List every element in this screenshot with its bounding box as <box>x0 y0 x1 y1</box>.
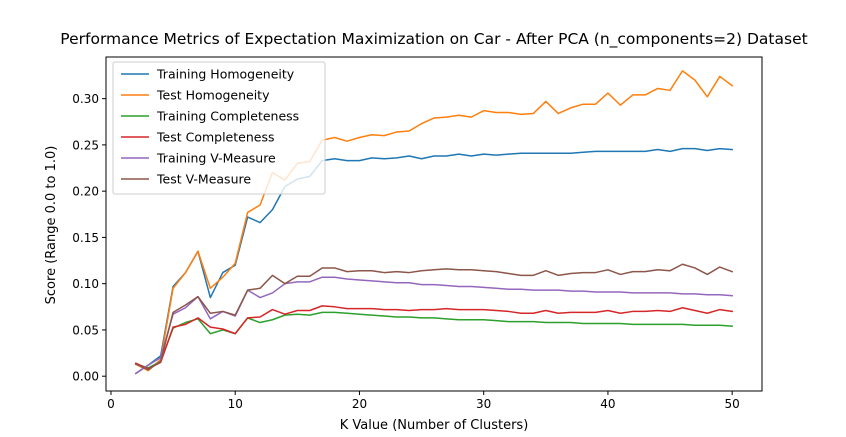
legend-label-training-v-measure: Training V-Measure <box>156 151 276 166</box>
legend-label-test-completeness: Test Completeness <box>156 130 274 145</box>
x-tick-label: 50 <box>725 397 740 411</box>
axes: 0 10 20 30 40 50 0.00 0.05 0.10 0.15 0.20 0.25 0.30 <box>72 56 763 411</box>
plot-series-group <box>134 70 734 375</box>
x-tick-label: 40 <box>600 397 615 411</box>
y-tick-label: 0.10 <box>72 277 99 291</box>
legend-box <box>112 61 326 195</box>
y-axis-label: Score (Range 0.0 to 1.0) <box>44 146 59 305</box>
chart-title: Performance Metrics of Expectation Maxim… <box>60 30 807 49</box>
legend-label-training-homogeneity: Training Homogeneity <box>156 67 295 82</box>
y-tick-label: 0.25 <box>72 138 99 152</box>
plot-frame <box>105 56 763 392</box>
series-line-training-v-measure <box>134 276 733 375</box>
y-tick-label: 0.20 <box>72 185 99 199</box>
legend: Training Homogeneity Test Homogeneity Trai… <box>112 61 326 195</box>
y-tick-label: 0.30 <box>72 92 99 106</box>
series-line-test-v-measure <box>134 263 734 371</box>
x-tick-label: 0 <box>107 397 115 411</box>
x-tick-label: 20 <box>352 397 367 411</box>
series-line-test-completeness <box>134 305 734 370</box>
legend-label-test-v-measure: Test V-Measure <box>156 172 251 187</box>
legend-label-training-completeness: Training Completeness <box>156 109 299 124</box>
series-line-training-homogeneity <box>134 147 733 375</box>
x-tick-label: 30 <box>476 397 491 411</box>
x-tick-label: 10 <box>228 397 243 411</box>
x-axis-label: K Value (Number of Clusters) <box>340 418 529 433</box>
legend-label-test-homogeneity: Test Homogeneity <box>156 88 270 103</box>
y-tick-label: 0.00 <box>72 370 99 384</box>
y-tick-label: 0.05 <box>72 323 99 337</box>
series-line-test-homogeneity <box>134 70 734 372</box>
y-tick-label: 0.15 <box>72 231 99 245</box>
